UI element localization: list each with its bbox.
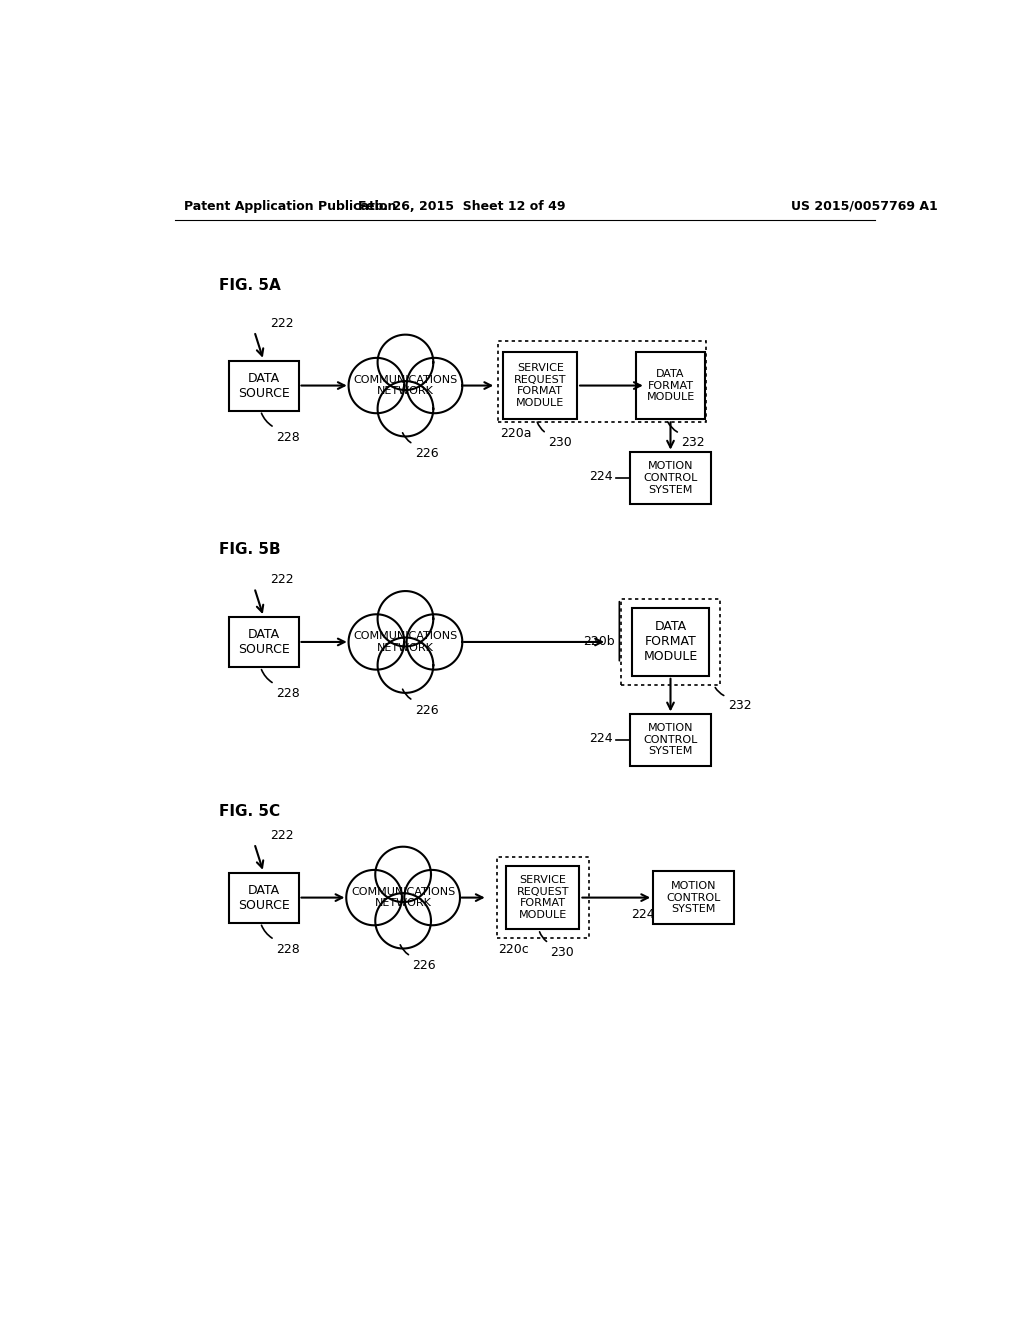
Polygon shape bbox=[407, 614, 462, 669]
Text: MOTION
CONTROL
SYSTEM: MOTION CONTROL SYSTEM bbox=[643, 462, 697, 495]
Text: SERVICE
REQUEST
FORMAT
MODULE: SERVICE REQUEST FORMAT MODULE bbox=[514, 363, 566, 408]
Text: FIG. 5C: FIG. 5C bbox=[219, 804, 281, 818]
Polygon shape bbox=[378, 381, 433, 437]
Text: DATA
SOURCE: DATA SOURCE bbox=[238, 628, 290, 656]
Text: 230: 230 bbox=[548, 437, 571, 449]
Bar bbox=[636, 351, 705, 420]
Text: 224: 224 bbox=[632, 908, 655, 921]
Text: 232: 232 bbox=[681, 437, 705, 449]
Text: 226: 226 bbox=[415, 447, 438, 461]
Text: MOTION
CONTROL
SYSTEM: MOTION CONTROL SYSTEM bbox=[643, 723, 697, 756]
Text: COMMUNICATIONS
NETWORK: COMMUNICATIONS NETWORK bbox=[353, 375, 458, 396]
Text: COMMUNICATIONS
NETWORK: COMMUNICATIONS NETWORK bbox=[351, 887, 456, 908]
Text: 222: 222 bbox=[270, 317, 294, 330]
Text: 232: 232 bbox=[728, 700, 752, 711]
Text: FIG. 5B: FIG. 5B bbox=[219, 543, 281, 557]
Text: Patent Application Publication: Patent Application Publication bbox=[183, 199, 396, 213]
Polygon shape bbox=[375, 846, 431, 902]
Text: US 2015/0057769 A1: US 2015/0057769 A1 bbox=[791, 199, 937, 213]
Bar bbox=[497, 857, 589, 939]
Circle shape bbox=[385, 622, 426, 663]
Bar bbox=[228, 360, 299, 411]
Polygon shape bbox=[404, 870, 460, 925]
Circle shape bbox=[383, 878, 423, 917]
Text: 220c: 220c bbox=[498, 942, 528, 956]
Polygon shape bbox=[348, 614, 404, 669]
Bar bbox=[632, 609, 710, 676]
Text: 220b: 220b bbox=[583, 635, 614, 648]
Text: 230: 230 bbox=[550, 946, 574, 960]
Bar bbox=[504, 351, 578, 420]
Text: DATA
FORMAT
MODULE: DATA FORMAT MODULE bbox=[646, 370, 694, 403]
Polygon shape bbox=[375, 894, 431, 949]
Text: 226: 226 bbox=[415, 704, 438, 717]
Bar bbox=[621, 599, 720, 685]
Text: Feb. 26, 2015  Sheet 12 of 49: Feb. 26, 2015 Sheet 12 of 49 bbox=[357, 199, 565, 213]
Text: 222: 222 bbox=[270, 573, 294, 586]
Bar bbox=[506, 866, 580, 929]
Text: 228: 228 bbox=[276, 942, 300, 956]
Bar bbox=[499, 342, 707, 422]
Polygon shape bbox=[378, 591, 433, 647]
Text: DATA
SOURCE: DATA SOURCE bbox=[238, 883, 290, 912]
Polygon shape bbox=[378, 335, 433, 389]
Polygon shape bbox=[346, 870, 402, 925]
Polygon shape bbox=[407, 358, 462, 413]
Circle shape bbox=[385, 366, 426, 405]
Bar bbox=[228, 616, 299, 667]
Text: 224: 224 bbox=[589, 470, 612, 483]
Bar bbox=[630, 451, 712, 504]
Polygon shape bbox=[348, 358, 404, 413]
Text: COMMUNICATIONS
NETWORK: COMMUNICATIONS NETWORK bbox=[353, 631, 458, 653]
Bar bbox=[653, 871, 734, 924]
Text: SERVICE
REQUEST
FORMAT
MODULE: SERVICE REQUEST FORMAT MODULE bbox=[516, 875, 569, 920]
Bar bbox=[228, 873, 299, 923]
Text: 228: 228 bbox=[276, 686, 300, 700]
Text: DATA
FORMAT
MODULE: DATA FORMAT MODULE bbox=[643, 620, 697, 664]
Text: 224: 224 bbox=[589, 731, 612, 744]
Text: 220a: 220a bbox=[500, 426, 531, 440]
Bar bbox=[630, 714, 712, 766]
Text: DATA
SOURCE: DATA SOURCE bbox=[238, 371, 290, 400]
Text: FIG. 5A: FIG. 5A bbox=[219, 277, 282, 293]
Text: MOTION
CONTROL
SYSTEM: MOTION CONTROL SYSTEM bbox=[667, 880, 721, 915]
Polygon shape bbox=[378, 638, 433, 693]
Text: 226: 226 bbox=[413, 960, 436, 973]
Text: 222: 222 bbox=[270, 829, 294, 842]
Text: 228: 228 bbox=[276, 430, 300, 444]
